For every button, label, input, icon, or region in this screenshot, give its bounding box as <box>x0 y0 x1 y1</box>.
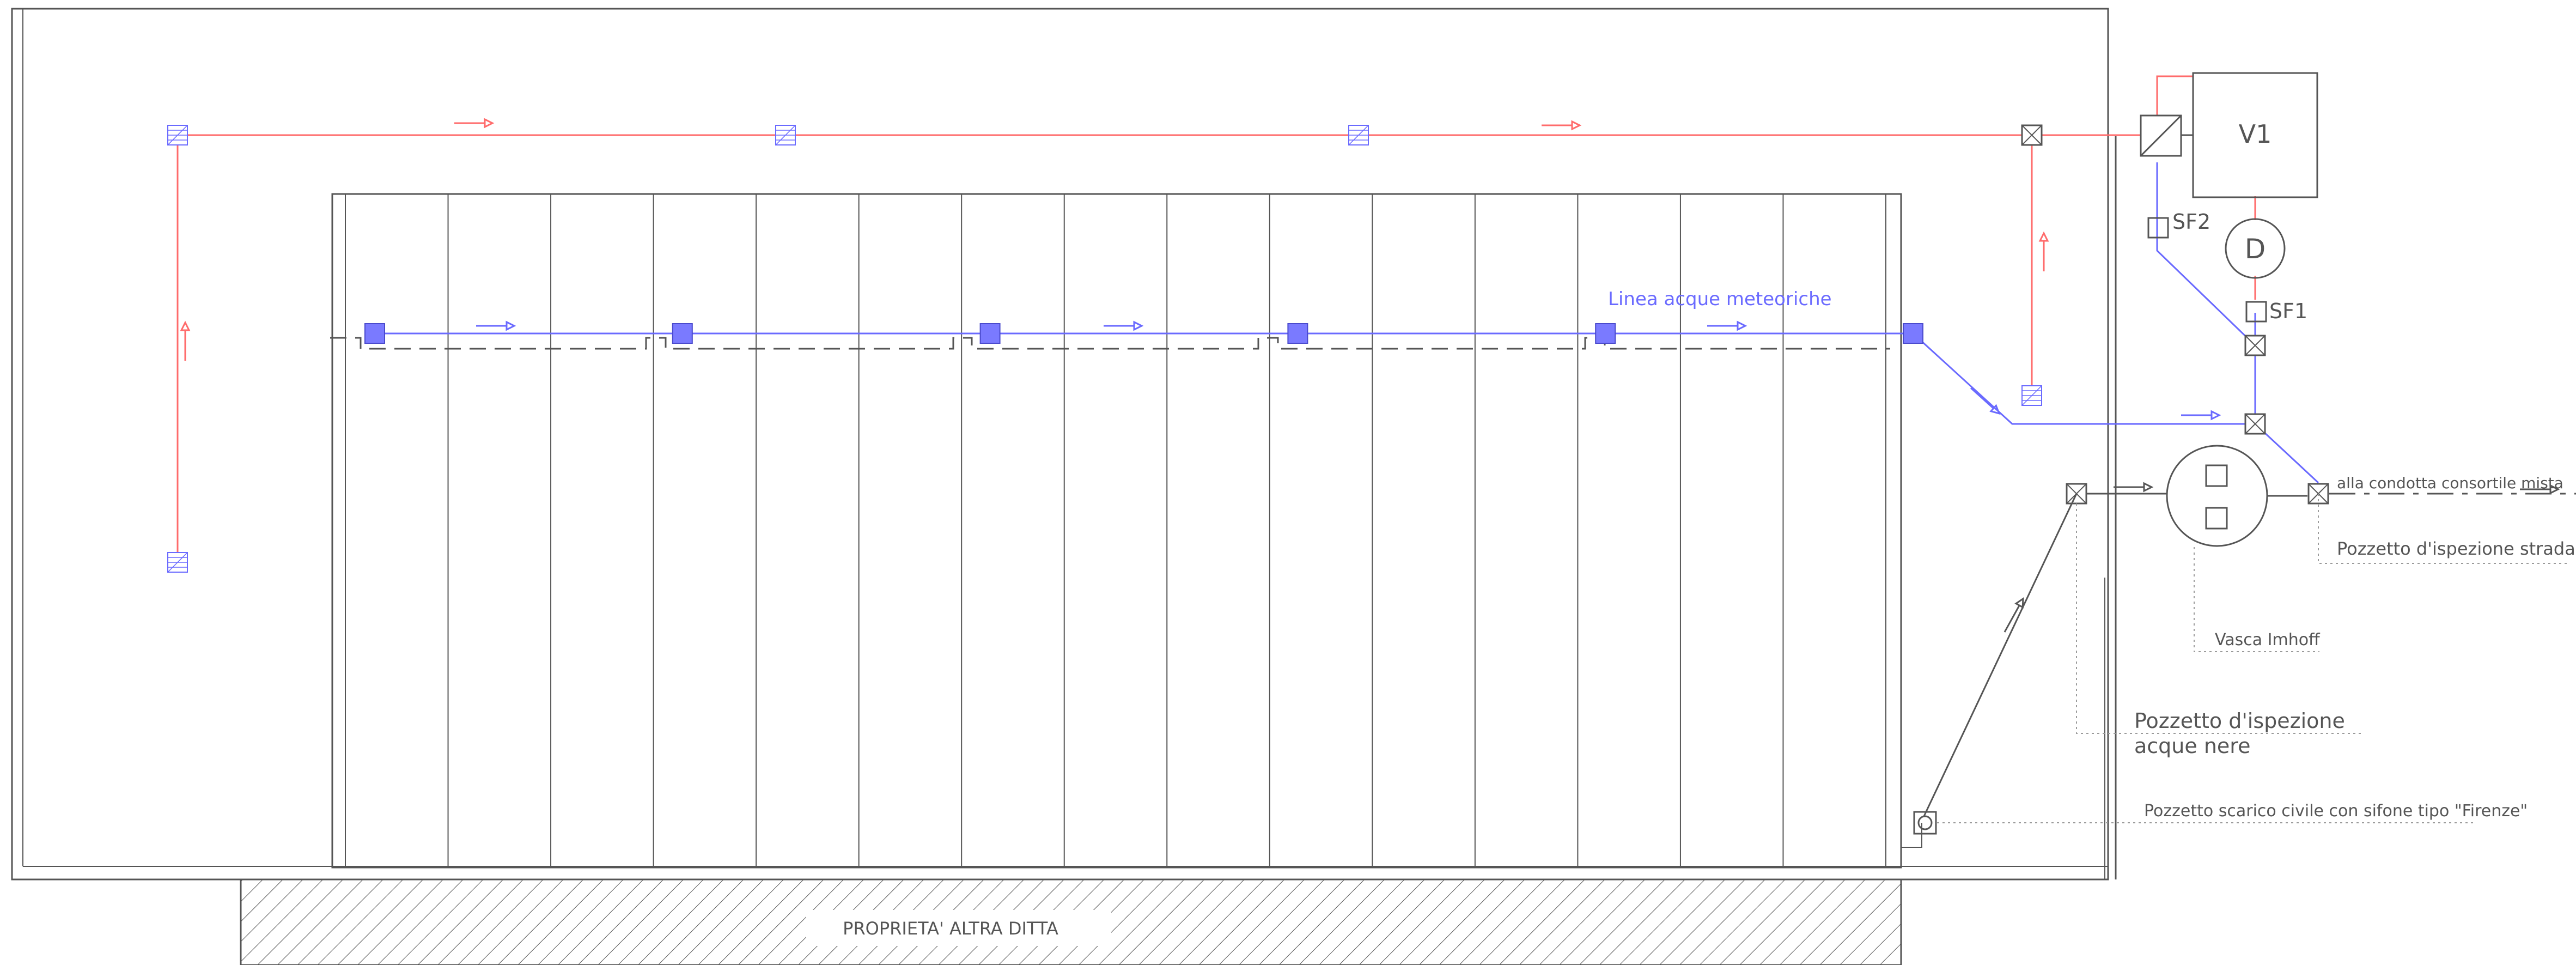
blackwater-main <box>1923 493 2078 817</box>
neighbour-property-label: PROPRIETA' ALTRA DITTA <box>843 918 1058 939</box>
inspection-manhole <box>2244 413 2266 435</box>
annotations: alla condotta consortile mista Pozzetto … <box>1937 474 2576 823</box>
roof-drain-v1-branch <box>2156 75 2193 116</box>
neighbour-label-bg <box>806 910 1111 946</box>
road-well-leader <box>2318 494 2569 564</box>
stormwater-v1-branch <box>2156 162 2256 347</box>
sf2-filter <box>2147 217 2169 239</box>
flow-arrow <box>454 118 495 129</box>
flow-arrow <box>2520 484 2560 495</box>
flow-arrow <box>1104 320 1144 331</box>
building-step-detail <box>1901 823 1922 848</box>
v1-label: V1 <box>2239 119 2272 149</box>
sf1-label: SF1 <box>2269 299 2307 323</box>
sf1-filter <box>2245 301 2267 323</box>
imhoff-chamber-top <box>2205 464 2228 487</box>
blackwater-well-label-2: acque nere <box>2134 734 2250 758</box>
d-label: D <box>2245 233 2266 265</box>
flow-arrow <box>180 320 191 361</box>
yard-drain <box>2021 385 2042 406</box>
mixed-sewer-label: alla condotta consortile mista <box>2337 474 2563 492</box>
v1-inlet-diagonal <box>2140 114 2182 157</box>
sf2-label: SF2 <box>2172 210 2210 234</box>
downpipe <box>364 323 385 344</box>
inspection-manhole <box>2021 124 2043 146</box>
stormwater-line <box>375 332 2319 484</box>
yard-drain <box>167 552 188 573</box>
flow-arrow <box>1542 120 1582 131</box>
blackwater-well-leader <box>2076 503 2364 734</box>
stormwater-line-label: Linea acque meteoriche <box>1608 288 1832 310</box>
downpipe <box>979 323 1001 344</box>
gutter-dashed-line <box>330 337 1890 350</box>
yard-drain <box>1348 125 1369 145</box>
downpipe <box>1903 323 1923 344</box>
neighbour-property: PROPRIETA' ALTRA DITTA <box>240 878 1902 965</box>
flow-arrow <box>476 320 516 331</box>
imhoff-tank <box>2166 445 2268 547</box>
flow-arrow <box>2114 482 2154 493</box>
building-outline <box>11 8 2109 881</box>
imhoff-label: Vasca Imhoff <box>2215 630 2321 650</box>
warehouse-outline <box>331 193 1902 869</box>
imhoff-leader <box>2194 547 2319 652</box>
flow-arrow <box>2181 410 2221 421</box>
warehouse <box>330 193 1922 869</box>
degreaser-d <box>2225 218 2286 279</box>
imhoff-chamber-bottom <box>2205 507 2228 530</box>
downpipe <box>1287 323 1308 344</box>
flow-arrow <box>2003 597 2024 633</box>
civil-well-label: Pozzetto scarico civile con sifone tipo … <box>2144 802 2528 821</box>
blackwater-well-label-1: Pozzetto d'ispezione <box>2134 709 2345 733</box>
stormwater-network: Linea acque meteoriche <box>364 162 2319 484</box>
flow-arrow <box>1970 387 2001 415</box>
treatment-plant: V1 SF2 D SF1 <box>2140 72 2318 323</box>
yard-drain <box>775 125 796 145</box>
flow-arrow <box>2038 231 2049 271</box>
roof-drain-network <box>167 75 2256 573</box>
inspection-manhole <box>2244 335 2266 356</box>
downpipes <box>364 323 1923 344</box>
flow-arrow <box>1707 320 1747 331</box>
roof-flow-arrows <box>180 118 2049 361</box>
civil-discharge-well <box>1913 811 1937 835</box>
roof-bay-lines <box>447 194 1784 867</box>
downpipe <box>672 323 693 344</box>
blackwater-network <box>1913 445 2576 835</box>
storm-flow-arrows <box>476 320 2221 421</box>
road-well-label: Pozzetto d'ispezione stradale <box>2337 538 2576 559</box>
inspection-manholes <box>2021 124 2329 505</box>
yard-drain <box>167 125 188 145</box>
downpipe <box>1595 323 1616 344</box>
yard-drains <box>167 125 2042 573</box>
